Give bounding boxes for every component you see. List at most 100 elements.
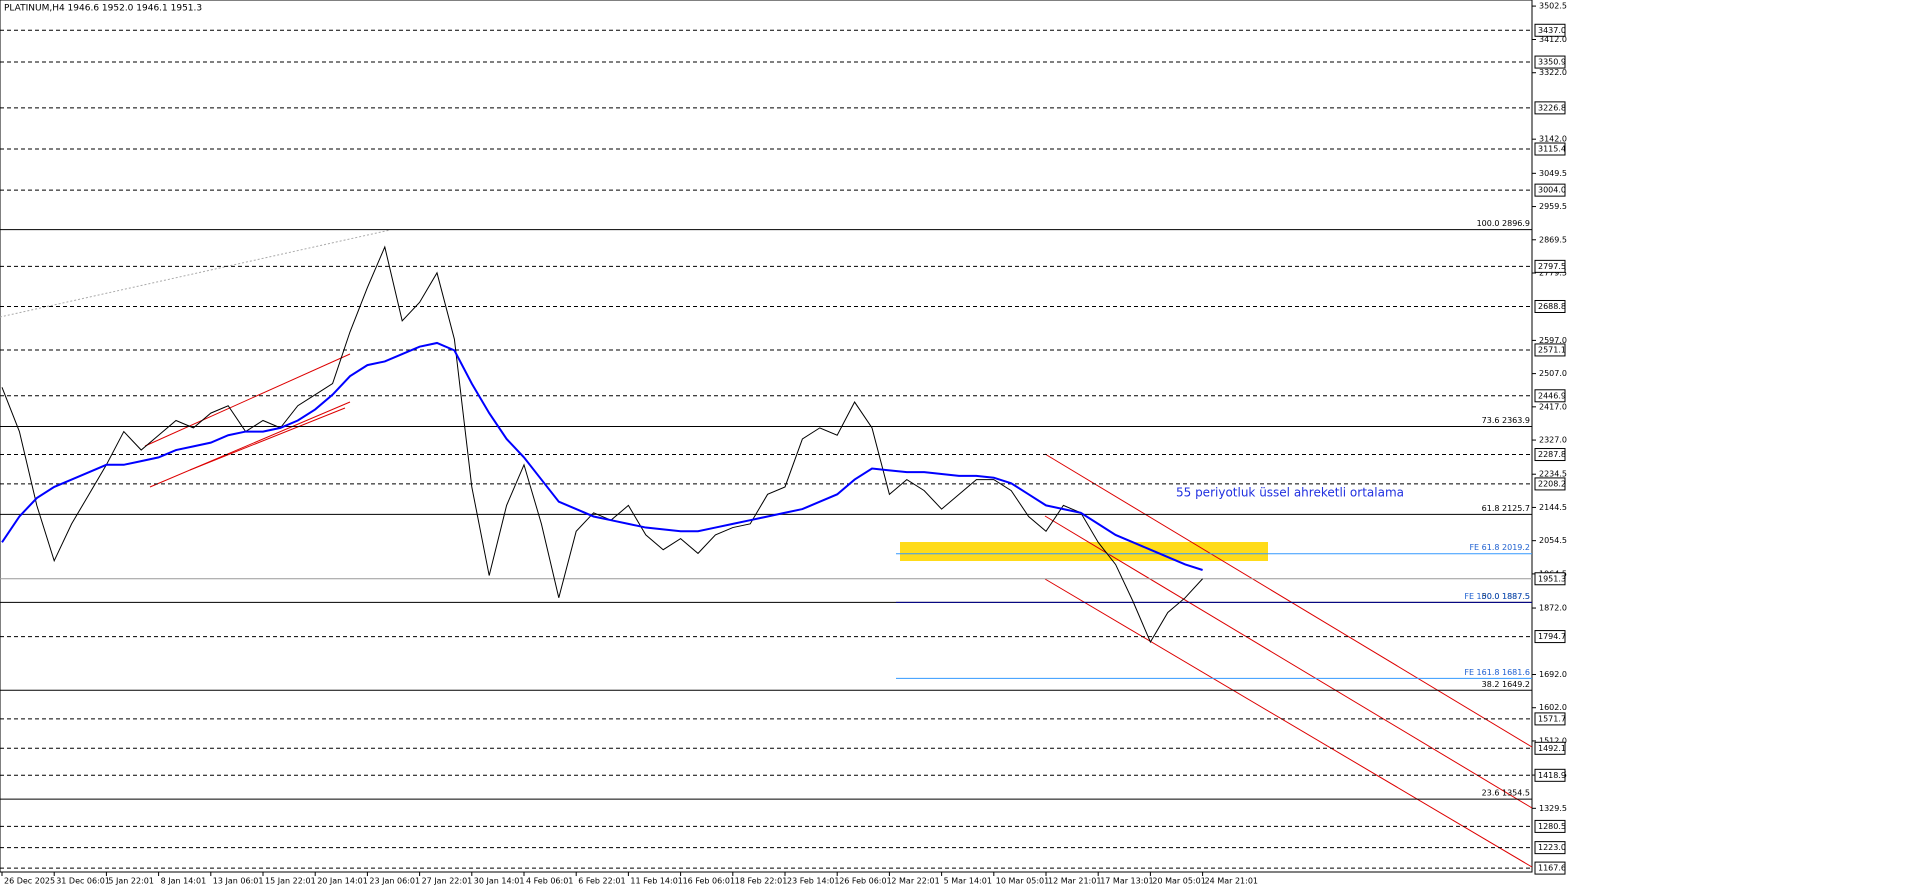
x-tick-label: 8 Jan 14:01 <box>161 877 207 886</box>
ema-annotation: 55 periyotluk üssel ahreketli ortalama <box>1176 486 1404 500</box>
y-tick-label: 1692.0 <box>1539 670 1567 679</box>
y-tick-label: 2327.0 <box>1539 436 1567 445</box>
x-tick-label: 17 Mar 13:01 <box>1100 877 1153 886</box>
fib-label: 38.2 1649.2 <box>1482 680 1530 689</box>
x-tick-label: 30 Jan 14:01 <box>474 877 525 886</box>
x-tick-label: 27 Jan 22:01 <box>422 877 473 886</box>
level-label-box <box>1534 841 1566 855</box>
level-label: 2688.8 <box>1538 302 1566 311</box>
channel-line <box>149 401 351 488</box>
fib-label: 73.6 2363.9 <box>1482 416 1530 425</box>
x-tick-label: 23 Jan 06:01 <box>369 877 420 886</box>
level-label-box <box>1534 55 1566 69</box>
plot-frame <box>0 0 1533 873</box>
y-tick-label: 3142.0 <box>1539 135 1567 144</box>
ema-line <box>1 341 1203 571</box>
level-label: 1223.0 <box>1538 843 1566 852</box>
level-label: 3115.4 <box>1538 145 1566 154</box>
level-label: 3004.0 <box>1538 186 1566 195</box>
level-label: 1167.6 <box>1538 864 1566 873</box>
level-label-box <box>1534 259 1566 273</box>
level-label: 2446.9 <box>1538 391 1566 400</box>
y-tick-label: 3049.5 <box>1539 169 1567 178</box>
current-price-label: 1951.3 <box>1538 574 1566 583</box>
x-tick-label: 20 Jan 14:01 <box>317 877 368 886</box>
level-label-box <box>1534 712 1566 726</box>
level-label: 2571.1 <box>1538 345 1566 354</box>
y-tick-label: 3502.5 <box>1539 2 1567 11</box>
channel-line <box>1044 578 1533 868</box>
channel-line <box>189 407 346 471</box>
x-tick-label: 18 Feb 22:01 <box>735 877 787 886</box>
level-label: 1794.7 <box>1538 632 1566 641</box>
fe-label: FE 100.0 1887.5 <box>1464 592 1530 601</box>
level-label: 2208.2 <box>1538 479 1566 488</box>
level-label: 2797.5 <box>1538 262 1566 271</box>
fib-base-line <box>0 229 391 318</box>
price-line <box>1 245 1203 644</box>
y-tick-label: 3322.0 <box>1539 68 1567 77</box>
y-tick-label: 2144.5 <box>1539 503 1567 512</box>
y-tick-label: 1602.0 <box>1539 703 1567 712</box>
level-label-box <box>1534 741 1566 755</box>
level-label: 1280.5 <box>1538 822 1566 831</box>
x-tick-label: 2 Mar 22:01 <box>891 877 939 886</box>
y-tick-label: 2959.5 <box>1539 202 1567 211</box>
y-tick-label: 2417.0 <box>1539 402 1567 411</box>
x-tick-label: 5 Jan 22:01 <box>108 877 154 886</box>
x-tick-label: 31 Dec 06:01 <box>56 877 110 886</box>
y-tick-label: 1329.5 <box>1539 804 1567 813</box>
x-tick-label: 4 Feb 06:01 <box>526 877 573 886</box>
level-label-box <box>1534 819 1566 833</box>
level-label-box <box>1534 389 1566 403</box>
y-tick-label: 1512.0 <box>1539 736 1567 745</box>
current-price-box <box>1534 572 1566 586</box>
level-label-box <box>1534 299 1566 313</box>
channel-line <box>1044 515 1533 809</box>
channel-line <box>144 353 351 447</box>
level-label-box <box>1534 23 1566 37</box>
x-tick-label: 6 Feb 22:01 <box>578 877 625 886</box>
level-label-box <box>1534 630 1566 644</box>
level-label: 2287.8 <box>1538 450 1566 459</box>
x-tick-label: 12 Mar 21:01 <box>1048 877 1101 886</box>
level-label: 3226.8 <box>1538 103 1566 112</box>
fib-label: 61.8 2125.7 <box>1482 504 1530 513</box>
level-label-box <box>1534 861 1566 875</box>
level-label-box <box>1534 448 1566 462</box>
y-tick-label: 3412.0 <box>1539 35 1567 44</box>
x-tick-label: 16 Feb 06:01 <box>683 877 735 886</box>
x-tick-label: 5 Mar 14:01 <box>944 877 992 886</box>
fe-label: FE 161.8 1681.6 <box>1464 668 1530 677</box>
x-tick-label: 23 Feb 14:01 <box>787 877 839 886</box>
y-tick-label: 1872.0 <box>1539 604 1567 613</box>
fib-label: 23.6 1354.5 <box>1482 789 1530 798</box>
x-tick-label: 11 Feb 14:01 <box>630 877 682 886</box>
level-label: 1418.9 <box>1538 771 1566 780</box>
level-label: 3350.9 <box>1538 58 1566 67</box>
fib-label: 100.0 2896.9 <box>1477 219 1530 228</box>
y-tick-label: 2507.0 <box>1539 369 1567 378</box>
level-label: 3437.0 <box>1538 26 1566 35</box>
level-label-box <box>1534 477 1566 491</box>
x-tick-label: 20 Mar 05:01 <box>1152 877 1205 886</box>
level-label-box <box>1534 183 1566 197</box>
support-zone <box>900 542 1268 561</box>
y-tick-label: 2054.5 <box>1539 536 1567 545</box>
x-tick-label: 15 Jan 22:01 <box>265 877 316 886</box>
x-tick-label: 13 Jan 06:01 <box>213 877 264 886</box>
y-tick-label: 2234.5 <box>1539 470 1567 479</box>
level-label: 1492.1 <box>1538 744 1566 753</box>
y-tick-label: 2869.5 <box>1539 235 1567 244</box>
channel-line <box>1044 453 1533 748</box>
level-label-box <box>1534 343 1566 357</box>
y-tick-label: 2779.5 <box>1539 269 1567 278</box>
fib-label: 50.0 1887.5 <box>1482 592 1530 601</box>
x-tick-label: 26 Dec 2025 <box>4 877 55 886</box>
x-tick-label: 24 Mar 21:01 <box>1205 877 1258 886</box>
x-tick-label: 10 Mar 05:01 <box>996 877 1049 886</box>
level-label-box <box>1534 142 1566 156</box>
level-label-box <box>1534 101 1566 115</box>
chart-title: PLATINUM,H4 1946.6 1952.0 1946.1 1951.3 <box>4 4 202 14</box>
